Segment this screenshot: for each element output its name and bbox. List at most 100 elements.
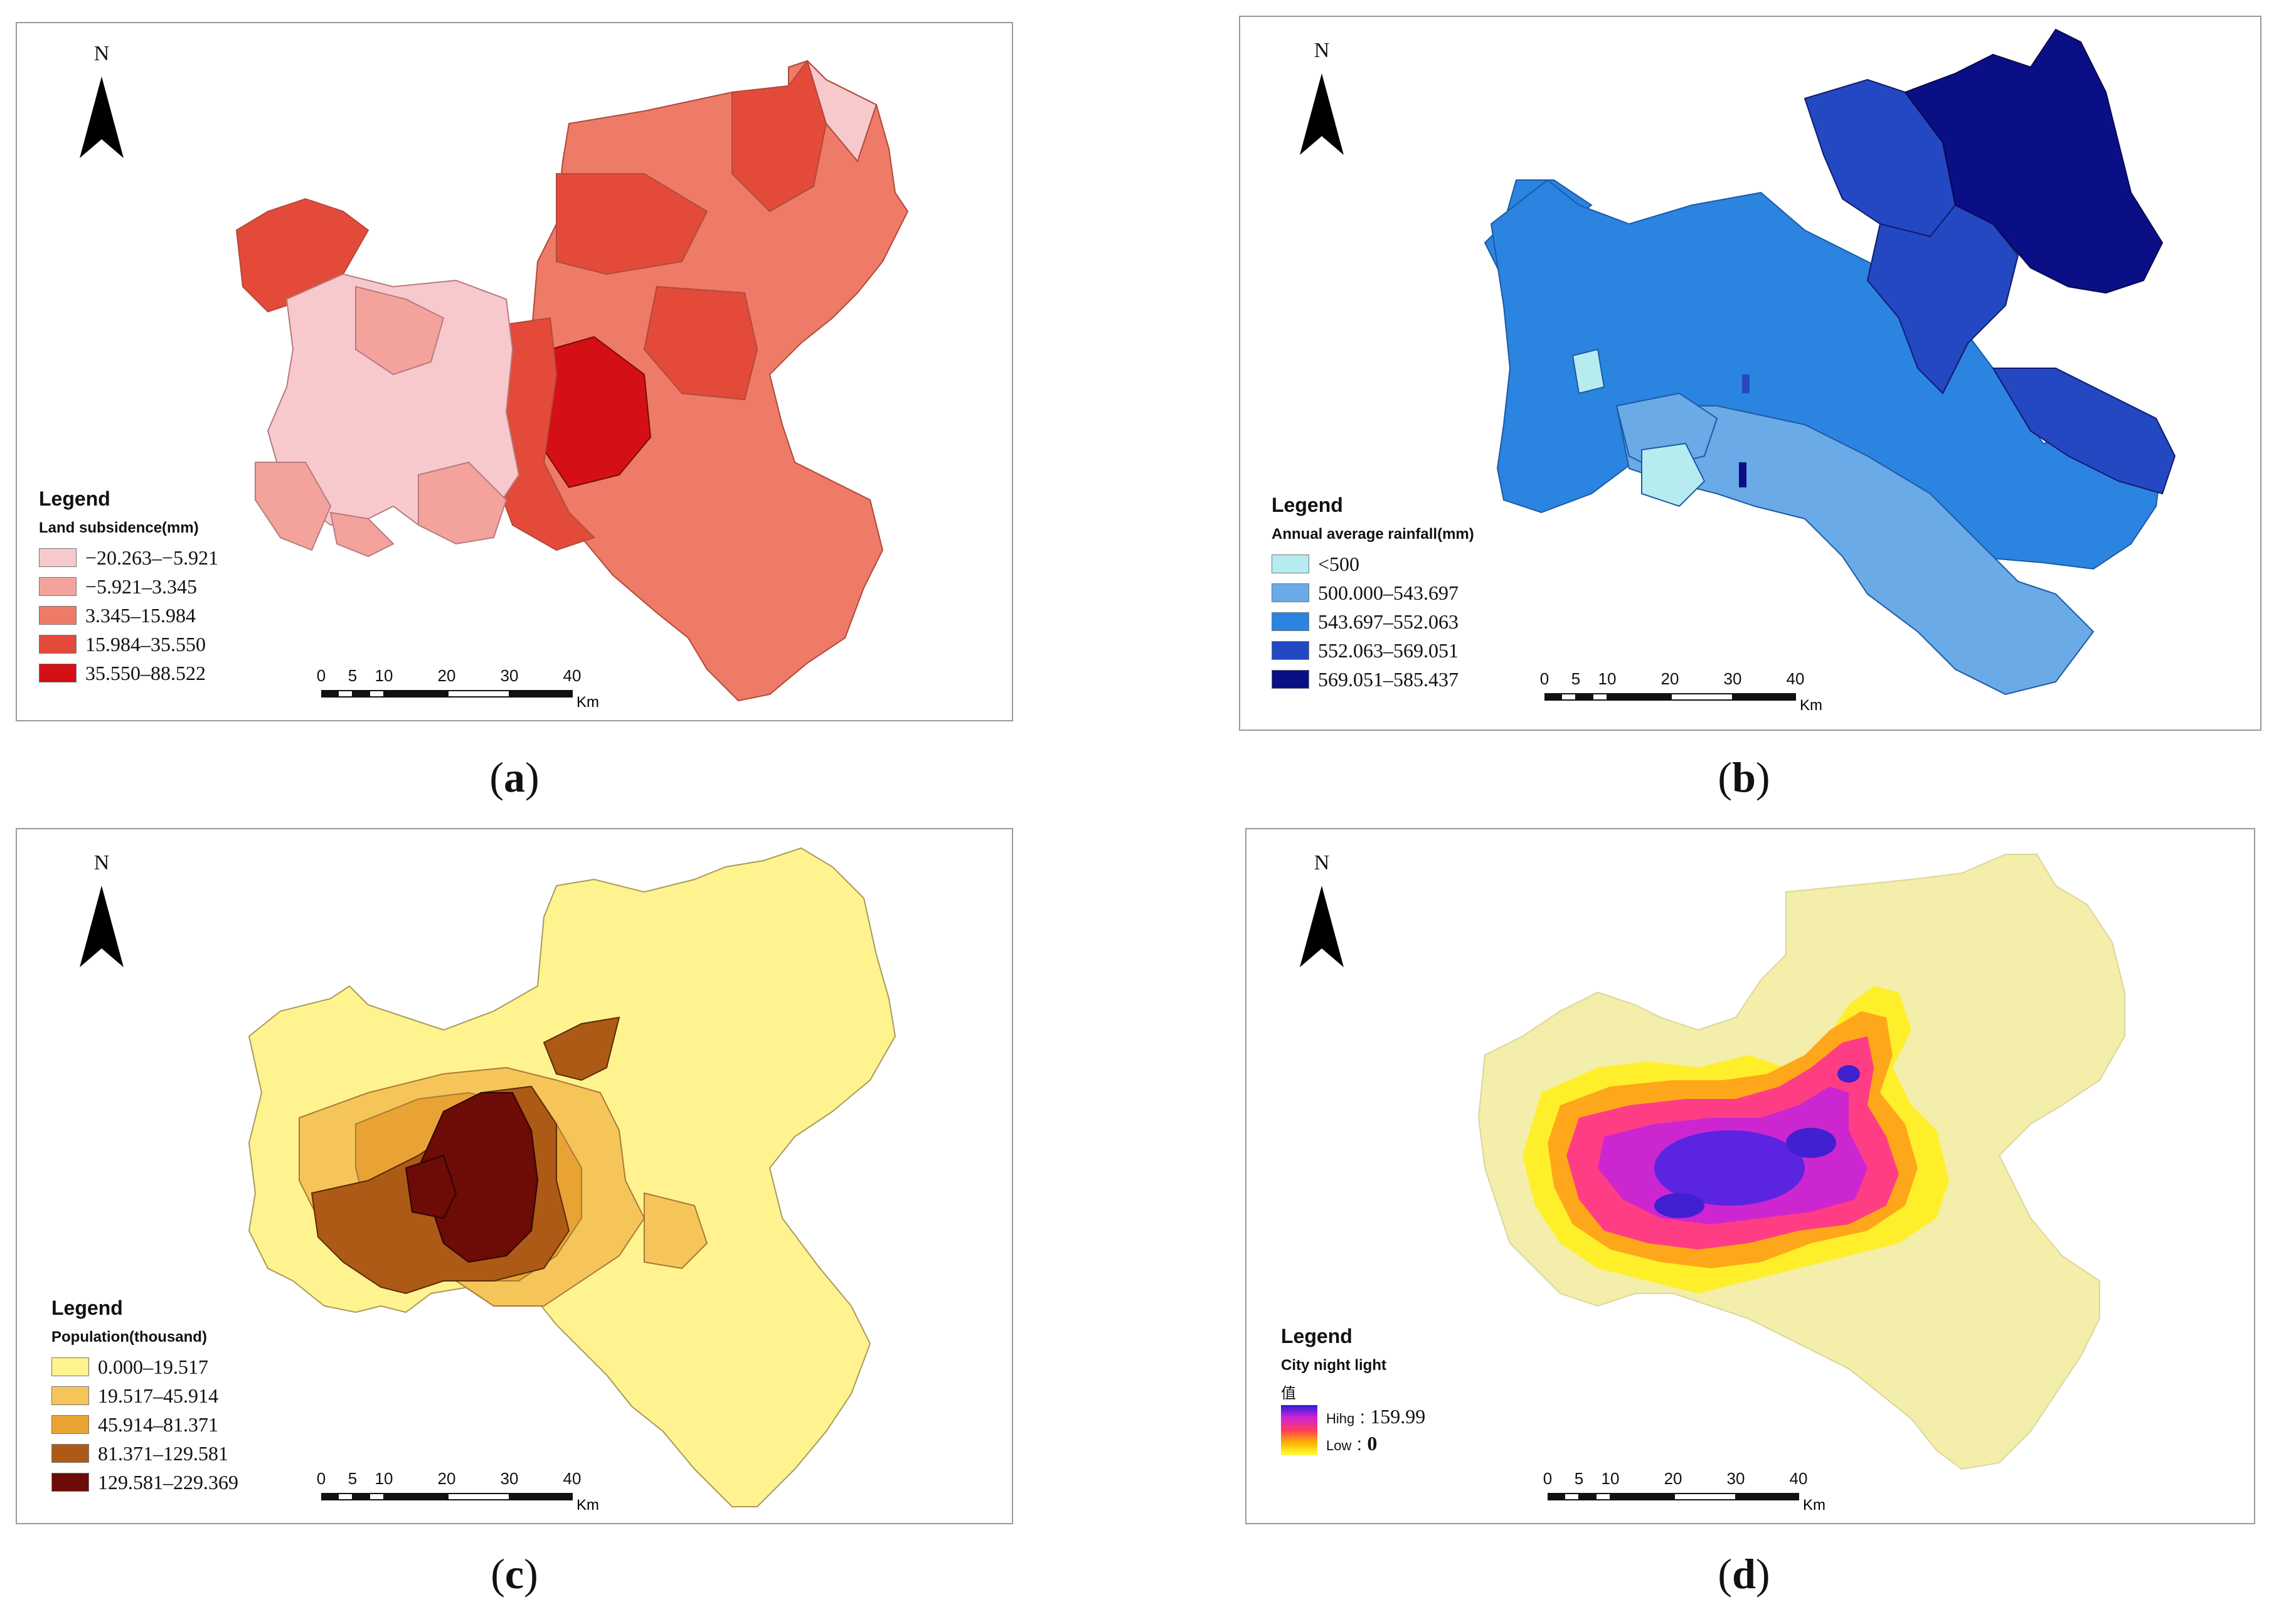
- region-west-a: [235, 198, 369, 313]
- legend-row: 45.914–81.371: [51, 1410, 238, 1439]
- legend-row: 15.984–35.550: [39, 630, 218, 659]
- north-arrow-icon: [80, 886, 124, 967]
- scale-segment: [1608, 693, 1671, 701]
- legend-label: <500: [1318, 552, 1360, 575]
- legend-swatch: [39, 664, 77, 682]
- legend-row: 129.581–229.369: [51, 1468, 238, 1497]
- legend-label: 569.051–585.437: [1318, 667, 1459, 691]
- legend-label: 129.581–229.369: [98, 1470, 238, 1494]
- caption-letter: b: [1732, 753, 1756, 801]
- legend-swatch: [39, 577, 77, 596]
- legend-label: 552.063–569.051: [1318, 639, 1459, 662]
- legend-row: −20.263–−5.921: [39, 543, 218, 572]
- scale-tick: 40: [563, 666, 582, 685]
- scale-tick: 0: [1539, 669, 1549, 688]
- legend: Legend Annual average rainfall(mm) <500 …: [1272, 494, 1474, 694]
- scale-tick: 20: [1661, 669, 1679, 688]
- legend-row: <500: [1272, 549, 1474, 578]
- legend-swatch: [51, 1415, 89, 1434]
- night-light-ramp-row: Hihg : 159.99 Low : 0: [1281, 1405, 1425, 1455]
- legend-label: 45.914–81.371: [98, 1413, 218, 1436]
- scale-segment: [1611, 1493, 1674, 1500]
- scale-segment: [1671, 693, 1733, 701]
- scale-tick: 0: [316, 1469, 326, 1488]
- scale-segment: [1544, 693, 1561, 701]
- north-arrow: N: [1287, 851, 1356, 970]
- scale-unit: Km: [577, 1497, 599, 1514]
- scale-tick: 40: [1789, 1469, 1808, 1488]
- legend-subtitle: Land subsidence(mm): [39, 519, 199, 536]
- legend-row: 0.000–19.517: [51, 1352, 238, 1381]
- high-label: Hihg: [1326, 1411, 1355, 1426]
- scale-segment: [337, 1493, 353, 1500]
- scale-tick: 5: [348, 666, 358, 685]
- scale-segment: [321, 1493, 337, 1500]
- map-panel-d: N Legend City night light 值 Hihg : 159.9…: [1245, 828, 2255, 1524]
- region-cyan-b: [1641, 442, 1706, 507]
- legend-swatch: [51, 1473, 89, 1492]
- legend-swatch: [1272, 670, 1309, 689]
- scale-tick: 0: [316, 666, 326, 685]
- night-light-map: [1477, 854, 2125, 1470]
- legend: Legend City night light 值 Hihg : 159.99 …: [1281, 1325, 1425, 1455]
- caption-d: (d): [1718, 1550, 1770, 1598]
- ramp-labels: Hihg : 159.99 Low : 0: [1326, 1405, 1425, 1455]
- legend-swatch: [1272, 612, 1309, 631]
- legend-row: 3.345–15.984: [39, 601, 218, 630]
- map-panel-a: N Legend Land subsidence(mm) −20.263–−5.…: [16, 22, 1013, 721]
- north-arrow: N: [1287, 39, 1356, 158]
- scale-tick: 20: [437, 1469, 456, 1488]
- scale-segment: [337, 690, 353, 698]
- scale-tick: 30: [1726, 1469, 1745, 1488]
- scale-tick: 5: [1574, 1469, 1584, 1488]
- scale-tick: 10: [375, 666, 393, 685]
- legend-title: Legend: [1281, 1325, 1352, 1347]
- north-label: N: [1314, 39, 1330, 62]
- map-panel-b: N Legend Annual average rainfall(mm) <50…: [1239, 16, 2261, 731]
- legend-swatch: [39, 606, 77, 625]
- scale-segment: [1561, 693, 1576, 701]
- legend-subtitle: Population(thousand): [51, 1329, 207, 1345]
- scale-tick: 0: [1543, 1469, 1553, 1488]
- legend-label: 35.550–88.522: [85, 661, 206, 684]
- north-arrow-icon: [1300, 886, 1344, 967]
- region-ne-light-a: [807, 60, 878, 163]
- scale-bar: 0 5 10 20 30 40 Km: [1539, 669, 1830, 714]
- scale-segment: [385, 1493, 447, 1500]
- scale-unit: Km: [1800, 697, 1822, 714]
- scale-segment: [1736, 1493, 1799, 1500]
- region-east-med-c: [644, 1192, 708, 1270]
- scale-tick: 40: [563, 1469, 582, 1488]
- legend-label: 0.000–19.517: [98, 1355, 208, 1378]
- scale-tick: 30: [500, 1469, 519, 1488]
- scale-segment: [1576, 693, 1592, 701]
- legend-row: −5.921–3.345: [39, 572, 218, 601]
- scale-segment: [385, 690, 447, 698]
- region-east-dark-b: [1992, 368, 2176, 495]
- scale-segment: [369, 690, 385, 698]
- scale-segment: [447, 1493, 510, 1500]
- region-cyan-small-b: [1571, 348, 1605, 395]
- north-arrow: N: [67, 851, 136, 970]
- scale-segment: [447, 690, 510, 698]
- scale-tick: 30: [1723, 669, 1742, 688]
- region-south-mid-a: [418, 461, 507, 545]
- region-small-dark-b: [1742, 374, 1750, 393]
- light-core-d: [1654, 1130, 1805, 1206]
- region-small-navy-b: [1739, 462, 1746, 487]
- legend-row: 569.051–585.437: [1272, 665, 1474, 694]
- legend-row: 19.517–45.914: [51, 1381, 238, 1410]
- legend-label: −5.921–3.345: [85, 575, 198, 598]
- low-entry: Low : 0: [1326, 1432, 1378, 1455]
- high-entry: Hihg : 159.99: [1326, 1405, 1426, 1428]
- legend-row: 543.697–552.063: [1272, 607, 1474, 636]
- north-label: N: [93, 851, 110, 874]
- legend-swatch: [51, 1386, 89, 1405]
- low-label: Low: [1326, 1438, 1352, 1453]
- legend-label: 15.984–35.550: [85, 632, 206, 655]
- region-far-ne-b: [1904, 28, 2164, 294]
- legend-subtitle: City night light: [1281, 1357, 1386, 1374]
- scale-tick: 40: [1786, 669, 1805, 688]
- legend-row: 35.550–88.522: [39, 659, 218, 687]
- caption-letter: c: [504, 1550, 524, 1598]
